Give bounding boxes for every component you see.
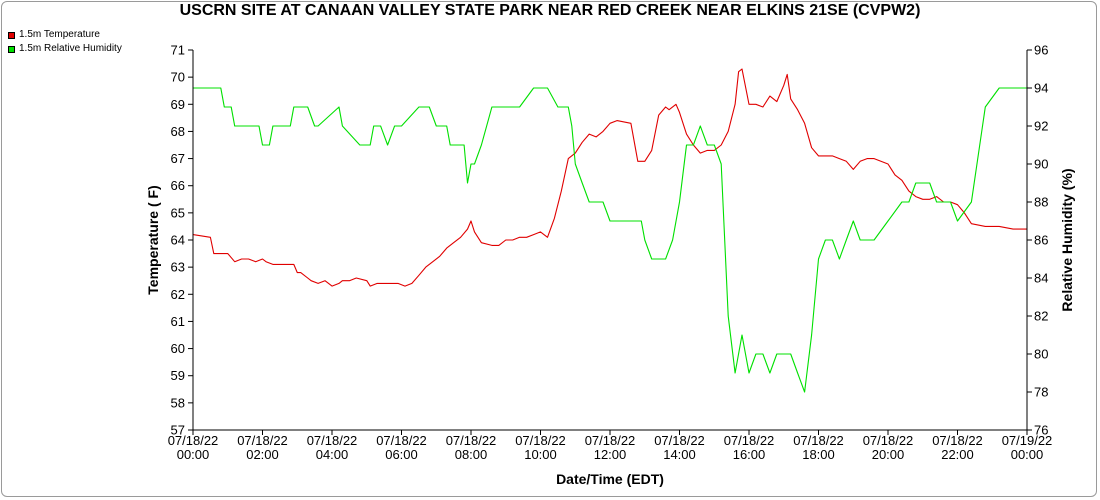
x-tick-time-0: 00:00 (177, 447, 210, 462)
y2-tick-label-88: 88 (1034, 195, 1048, 210)
y-tick-label-68: 68 (171, 124, 185, 139)
y2-axis-title: Relative Humidity (%) (1059, 168, 1075, 311)
y2-tick-label-76: 76 (1034, 423, 1048, 438)
x-tick-label-6: 07/18/22 12:00 (585, 433, 636, 462)
y2-tick-label-86: 86 (1034, 233, 1048, 248)
x-tick-time-1: 02:00 (246, 447, 279, 462)
y-tick-label-71: 71 (171, 43, 185, 58)
y-tick-label-57: 57 (171, 423, 185, 438)
legend-item-temperature: 1.5m Temperature (8, 28, 122, 42)
y-tick-label-63: 63 (171, 260, 185, 275)
y2-tick-label-96: 96 (1034, 43, 1048, 58)
x-tick-label-5: 07/18/22 10:00 (515, 433, 566, 462)
y-tick-label-59: 59 (171, 368, 185, 383)
y2-tick-label-78: 78 (1034, 385, 1048, 400)
y-tick-label-62: 62 (171, 287, 185, 302)
chart-title: USCRN SITE AT CANAAN VALLEY STATE PARK N… (179, 2, 921, 19)
y-axis-title: Temperature ( F) (145, 185, 161, 294)
y2-tick-label-90: 90 (1034, 157, 1048, 172)
y2-tick-label-84: 84 (1034, 271, 1048, 286)
x-tick-label-3: 07/18/22 06:00 (376, 433, 427, 462)
x-tick-date-2: 07/18/22 (307, 433, 358, 448)
x-tick-date-1: 07/18/22 (237, 433, 288, 448)
x-tick-date-9: 07/18/22 (793, 433, 844, 448)
y2-tick-label-92: 92 (1034, 119, 1048, 134)
x-tick-label-9: 07/18/22 18:00 (793, 433, 844, 462)
chart-legend: 1.5m Temperature 1.5m Relative Humidity (8, 28, 122, 56)
axes-layer: 57 58 59 60 61 62 63 64 65 66 67 68 69 70 71 76 78 80 82 84… (168, 43, 1053, 463)
x-tick-time-4: 08:00 (455, 447, 488, 462)
y-tick-label-65: 65 (171, 205, 185, 220)
x-tick-date-4: 07/18/22 (446, 433, 497, 448)
x-tick-label-11: 07/18/22 22:00 (932, 433, 983, 462)
humidity-series-line (193, 87, 1027, 393)
x-tick-time-11: 22:00 (941, 447, 974, 462)
x-tick-time-7: 14:00 (663, 447, 696, 462)
legend-label-temperature: 1.5m Temperature (19, 29, 100, 40)
x-tick-time-6: 12:00 (594, 447, 627, 462)
x-tick-time-3: 06:00 (385, 447, 418, 462)
x-tick-label-7: 07/18/22 14:00 (654, 433, 705, 462)
x-tick-date-3: 07/18/22 (376, 433, 427, 448)
legend-swatch-humidity (8, 45, 15, 53)
x-tick-label-1: 07/18/22 02:00 (237, 433, 288, 462)
y-tick-label-61: 61 (171, 314, 185, 329)
temperature-series-line (192, 68, 1027, 287)
x-tick-date-11: 07/18/22 (932, 433, 983, 448)
y2-tick-label-82: 82 (1034, 309, 1048, 324)
x-tick-date-10: 07/18/22 (863, 433, 914, 448)
legend-label-humidity: 1.5m Relative Humidity (19, 43, 122, 54)
y-tick-label-64: 64 (171, 233, 185, 248)
x-tick-time-12: 00:00 (1011, 447, 1044, 462)
x-axis-title: Date/Time (EDT) (556, 471, 664, 487)
y-tick-label-58: 58 (171, 395, 185, 410)
y2-tick-label-94: 94 (1034, 81, 1048, 96)
y-tick-label-66: 66 (171, 178, 185, 193)
series-layer (192, 68, 1027, 393)
x-tick-time-10: 20:00 (872, 447, 905, 462)
x-tick-label-10: 07/18/22 20:00 (863, 433, 914, 462)
x-tick-label-8: 07/18/22 16:00 (724, 433, 775, 462)
x-tick-label-12: 07/19/22 00:00 (1002, 433, 1053, 462)
x-tick-date-6: 07/18/22 (585, 433, 636, 448)
x-tick-time-2: 04:00 (316, 447, 349, 462)
y-tick-label-67: 67 (171, 151, 185, 166)
y-tick-label-69: 69 (171, 97, 185, 112)
x-tick-label-4: 07/18/22 08:00 (446, 433, 497, 462)
x-tick-time-5: 10:00 (524, 447, 557, 462)
legend-swatch-temperature (8, 31, 15, 39)
x-tick-date-12: 07/19/22 (1002, 433, 1053, 448)
x-tick-label-2: 07/18/22 04:00 (307, 433, 358, 462)
x-tick-date-0: 07/18/22 (168, 433, 219, 448)
y2-tick-label-80: 80 (1034, 347, 1048, 362)
x-tick-time-9: 18:00 (802, 447, 835, 462)
x-tick-date-5: 07/18/22 (515, 433, 566, 448)
y-tick-label-70: 70 (171, 70, 185, 85)
x-tick-date-8: 07/18/22 (724, 433, 775, 448)
x-tick-time-8: 16:00 (733, 447, 766, 462)
x-tick-date-7: 07/18/22 (654, 433, 705, 448)
legend-item-humidity: 1.5m Relative Humidity (8, 42, 122, 56)
x-tick-label-0: 07/18/22 00:00 (168, 433, 219, 462)
y-tick-label-60: 60 (171, 341, 185, 356)
